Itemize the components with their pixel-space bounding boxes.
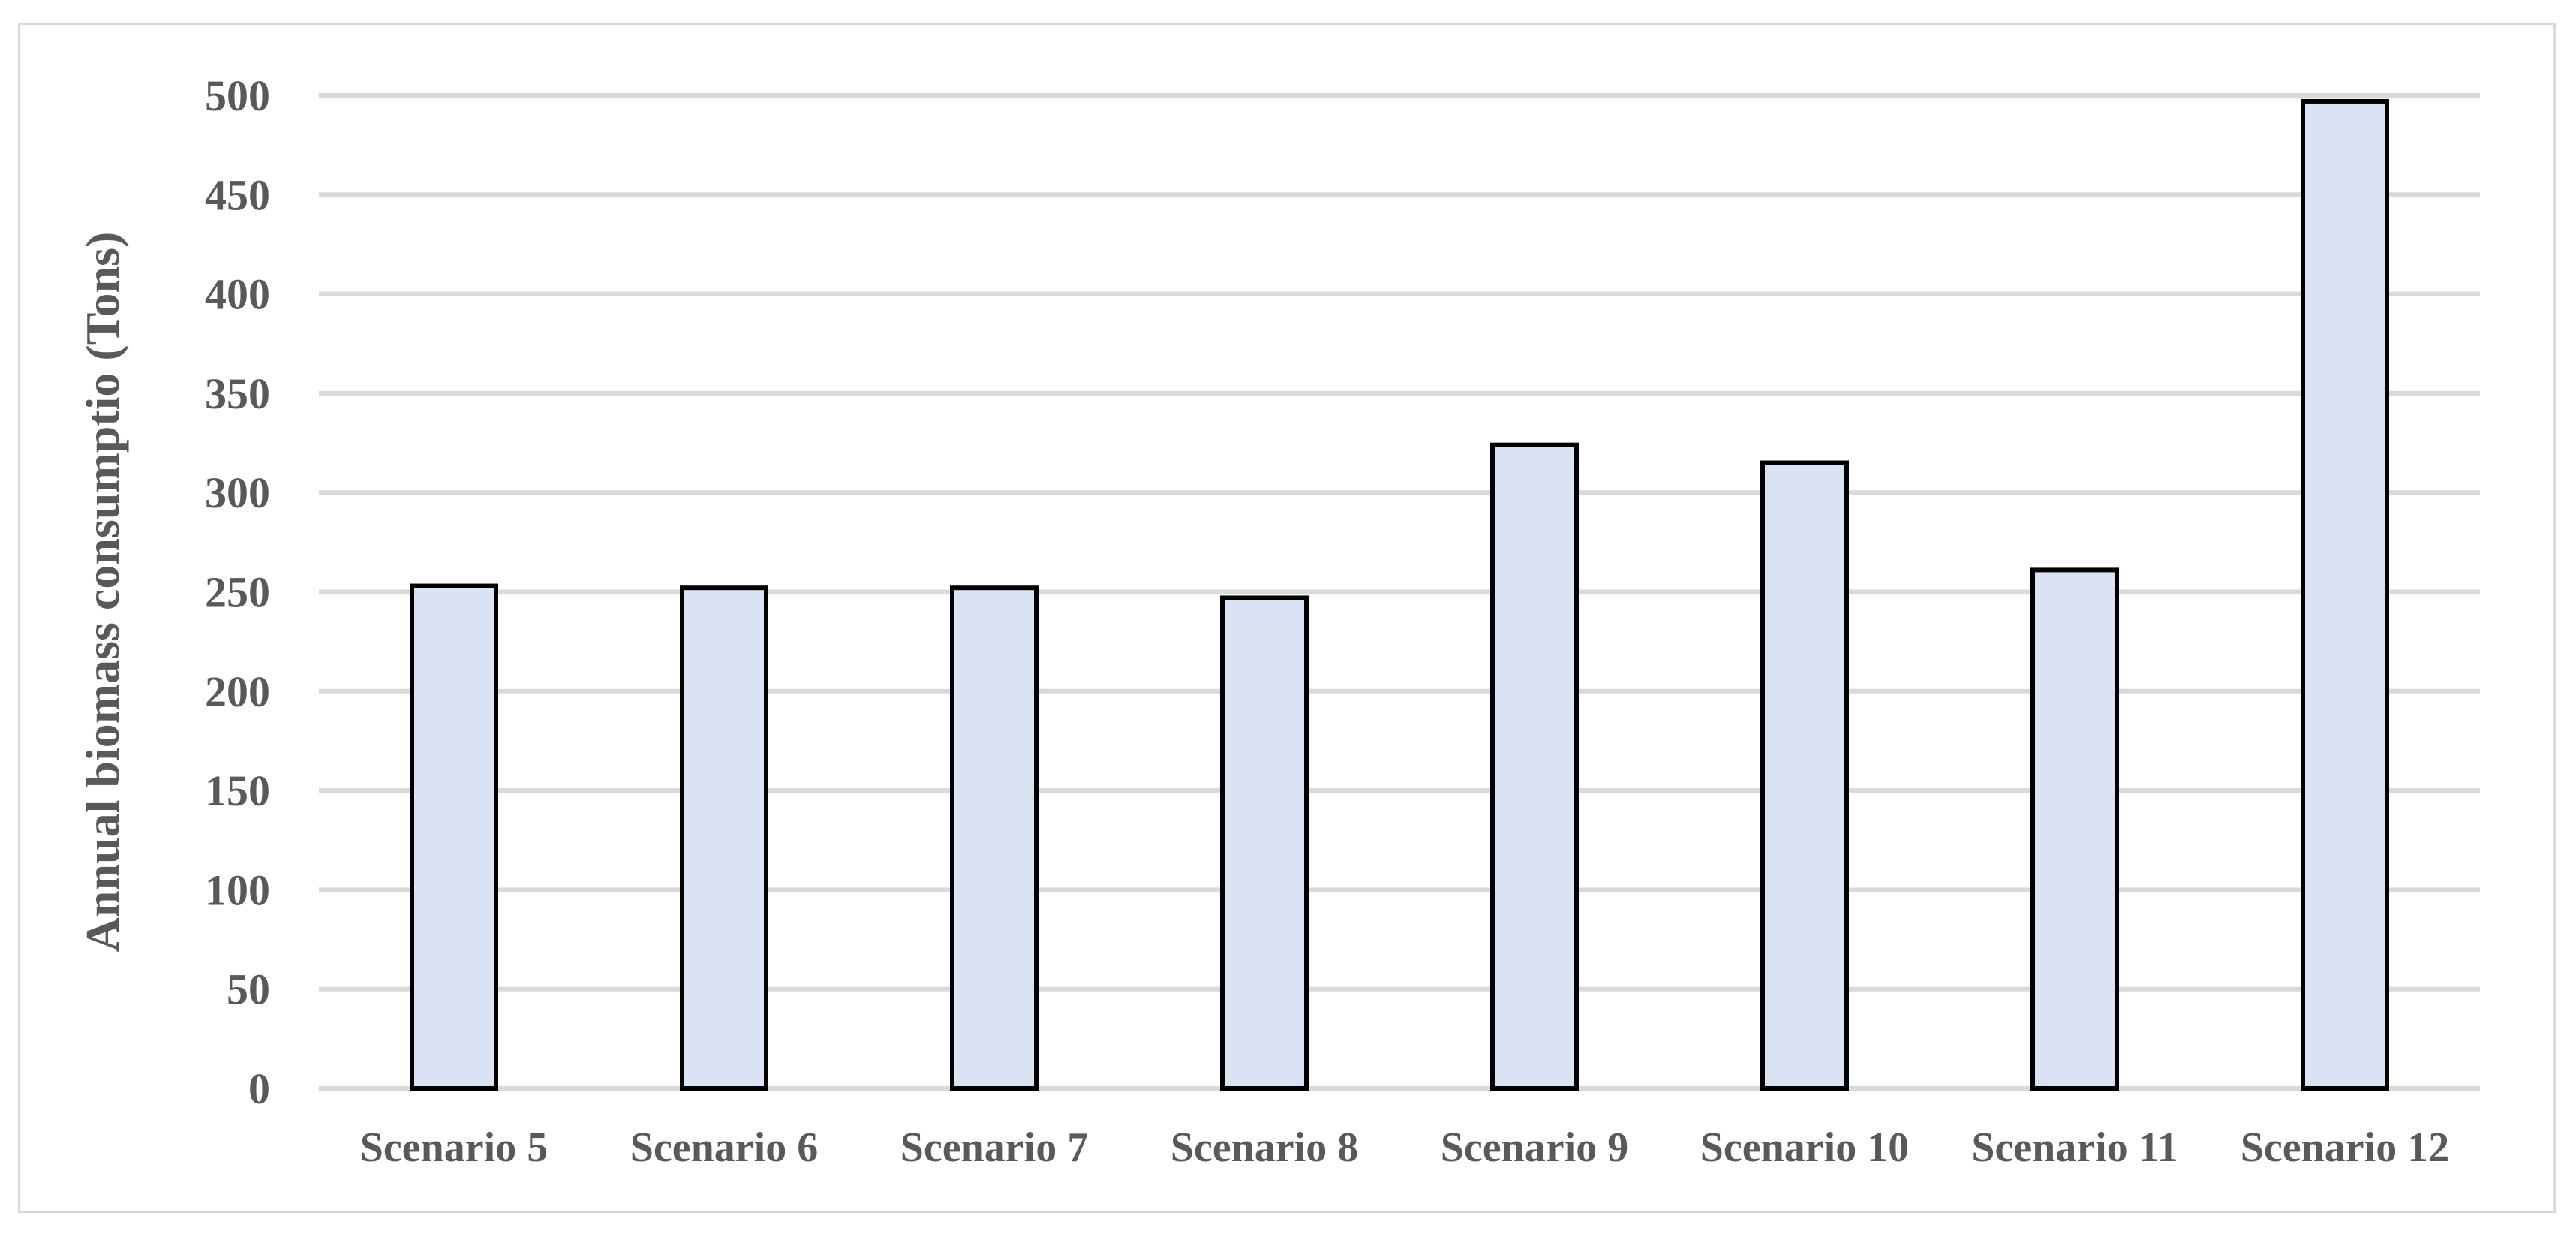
bar-scenario-12 (2301, 98, 2389, 1091)
x-category-label: Scenario 10 (1700, 1124, 1909, 1171)
x-category-label: Scenario 7 (900, 1124, 1088, 1171)
bar-scenario-5 (410, 583, 498, 1091)
x-axis-categories: Scenario 5 Scenario 6 Scenario 7 Scenario 8… (360, 1124, 2449, 1171)
bar-scenario-8 (1220, 595, 1309, 1091)
y-tick-label: 100 (205, 865, 270, 914)
bar-scenario-11 (2030, 567, 2119, 1091)
x-category-label: Scenario 6 (630, 1124, 818, 1171)
x-category-label: Scenario 5 (360, 1124, 548, 1171)
x-category-label: Scenario 9 (1441, 1124, 1628, 1171)
y-tick-label: 150 (205, 766, 270, 815)
y-tick-label: 400 (205, 270, 270, 319)
x-category-label: Scenario 8 (1171, 1124, 1358, 1171)
y-tick-label: 350 (205, 369, 270, 418)
bars (410, 98, 2389, 1091)
bar-scenario-7 (950, 585, 1039, 1091)
gridlines (319, 93, 2480, 1091)
y-tick-label: 450 (205, 170, 270, 219)
x-category-label: Scenario 11 (1971, 1124, 2178, 1171)
x-category-label: Scenario 12 (2241, 1124, 2449, 1171)
bar-scenario-10 (1760, 460, 1849, 1091)
y-axis-title: Annual biomass consumptio (Tons) (76, 232, 129, 953)
y-tick-label: 0 (248, 1064, 270, 1113)
bar-scenario-9 (1490, 442, 1579, 1091)
y-tick-label: 50 (227, 965, 270, 1014)
y-tick-label: 500 (205, 71, 270, 120)
bar-scenario-6 (680, 585, 768, 1091)
y-tick-label: 250 (205, 568, 270, 617)
y-tick-label: 200 (205, 667, 270, 716)
y-tick-label: 300 (205, 468, 270, 517)
y-axis-ticks: 0 50 100 150 200 250 300 350 400 450 500 (205, 71, 270, 1113)
